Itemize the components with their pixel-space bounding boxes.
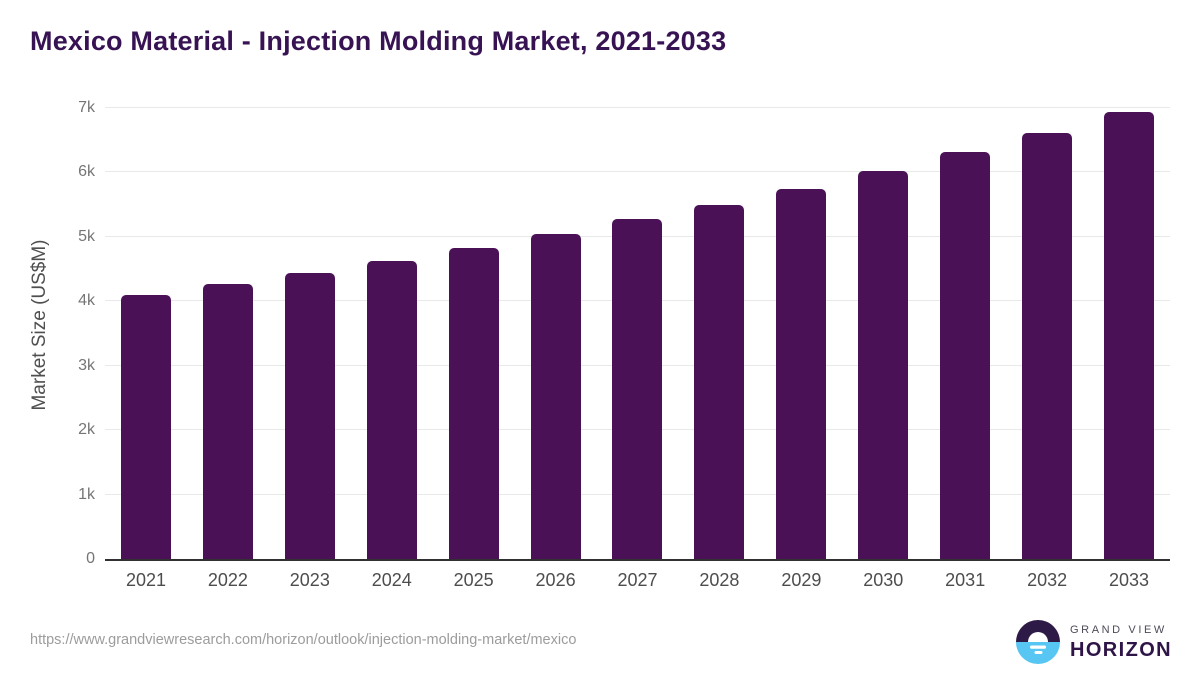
x-tick-label-2025: 2025 <box>453 570 494 590</box>
x-tick-label-2030: 2030 <box>863 570 904 590</box>
bar-2024 <box>366 260 417 559</box>
bar-2027 <box>612 219 663 559</box>
x-tick-label-2031: 2031 <box>945 570 986 590</box>
x-tick-label-2024: 2024 <box>371 570 412 590</box>
bar-series <box>105 108 1170 559</box>
x-tick-label-2032: 2032 <box>1027 570 1068 590</box>
bar-2030 <box>858 170 909 559</box>
x-tick-label-2033: 2033 <box>1109 570 1150 590</box>
bar-slot-2025 <box>433 108 515 559</box>
bar-2025 <box>448 247 499 559</box>
grandview-horizon-logo: GRAND VIEW HORIZON <box>1016 620 1172 664</box>
x-tick-label-2028: 2028 <box>699 570 740 590</box>
bar-2033 <box>1104 111 1155 559</box>
logo-text-horizon: HORIZON <box>1070 638 1173 661</box>
bar-slot-2031 <box>924 108 1006 559</box>
y-tick-label: 5k <box>78 227 95 245</box>
bar-2026 <box>530 234 581 559</box>
chart-title: Mexico Material - Injection Molding Mark… <box>30 26 727 56</box>
bar-slot-2030 <box>842 108 924 559</box>
y-tick-label: 6k <box>78 163 95 181</box>
y-tick-label: 1k <box>78 485 95 503</box>
bar-slot-2032 <box>1006 108 1088 559</box>
source-url: https://www.grandviewresearch.com/horizo… <box>30 632 577 648</box>
bar-2032 <box>1022 133 1073 559</box>
x-tick-label-2027: 2027 <box>617 570 658 590</box>
y-tick-label: 4k <box>78 292 95 310</box>
bar-2023 <box>284 272 335 559</box>
bar-2022 <box>202 283 253 559</box>
bar-slot-2027 <box>597 108 679 559</box>
logo-text-grand-view: GRAND VIEW <box>1070 623 1167 636</box>
y-tick-label: 2k <box>78 421 95 439</box>
x-tick-label-2022: 2022 <box>207 570 248 590</box>
y-axis-tick-labels: 0 1k 2k 3k 4k 5k 6k 7k <box>55 100 95 567</box>
bar-slot-2021 <box>105 108 187 559</box>
bar-2028 <box>694 204 745 559</box>
bar-2029 <box>776 188 827 559</box>
y-tick-label: 3k <box>78 356 95 374</box>
y-tick-label: 0 <box>86 550 95 567</box>
bar-slot-2033 <box>1088 108 1170 559</box>
gridline <box>105 171 1170 173</box>
y-axis-title: Market Size (US$M) <box>29 239 50 411</box>
bar-2021 <box>120 294 171 559</box>
bar-slot-2022 <box>187 108 269 559</box>
x-tick-label-2023: 2023 <box>289 570 330 590</box>
bar-slot-2023 <box>269 108 351 559</box>
x-tick-label-2021: 2021 <box>125 570 166 590</box>
plot-area <box>105 107 1170 561</box>
bar-slot-2029 <box>760 108 842 559</box>
y-tick-label: 7k <box>78 99 95 116</box>
gridline <box>105 107 1170 108</box>
logo-text: GRAND VIEW HORIZON <box>1070 623 1173 661</box>
x-axis-tick-labels: 2021 2022 2023 2024 2025 2026 2027 2028 2029 2030… <box>105 570 1170 591</box>
bar-slot-2026 <box>515 108 597 559</box>
x-tick-label-2026: 2026 <box>535 570 576 590</box>
bar-slot-2028 <box>678 108 760 559</box>
horizon-sun-logo-icon <box>1016 620 1060 664</box>
bar-slot-2024 <box>351 108 433 559</box>
x-tick-label-2029: 2029 <box>781 570 822 590</box>
bar-2031 <box>940 151 991 559</box>
